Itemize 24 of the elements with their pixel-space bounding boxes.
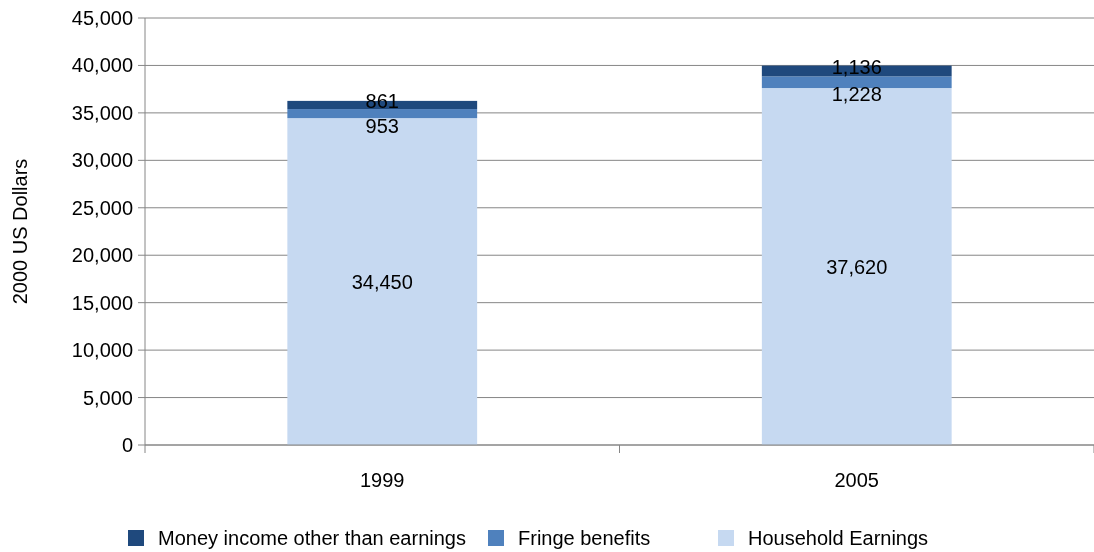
data-label: 37,620 <box>826 255 888 278</box>
y-tick-label: 0 <box>121 434 133 456</box>
x-tick-label: 2005 <box>834 469 879 491</box>
y-tick-label: 35,000 <box>71 101 133 124</box>
y-tick-label: 15,000 <box>71 291 133 314</box>
data-label: 953 <box>365 114 399 137</box>
x-tick-label: 1999 <box>360 469 405 491</box>
y-tick-label: 30,000 <box>71 149 133 172</box>
bar <box>287 118 478 445</box>
y-tick-label: 10,000 <box>71 339 133 362</box>
y-tick-label: 40,000 <box>71 54 133 77</box>
y-tick-label: 20,000 <box>71 244 133 267</box>
y-tick-label: 45,000 <box>71 7 133 29</box>
data-label: 1,228 <box>831 83 882 106</box>
data-label: 34,450 <box>351 270 413 293</box>
legend-label: Money income other than earnings <box>158 527 466 549</box>
bar <box>761 76 952 89</box>
legend-label: Fringe benefits <box>518 527 651 549</box>
bar <box>761 88 952 445</box>
legend-label: Household Earnings <box>748 527 929 549</box>
y-axis-title: 2000 US Dollars <box>9 158 31 305</box>
y-tick-label: 5,000 <box>82 386 133 409</box>
bar <box>287 109 478 119</box>
y-tick-label: 25,000 <box>71 196 133 219</box>
